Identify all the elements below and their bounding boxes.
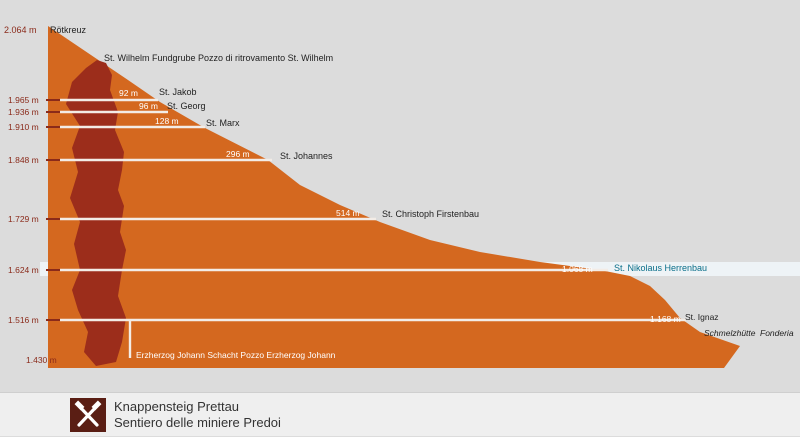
length-christoph: 514 m (336, 208, 360, 218)
top-name: Rötkreuz (50, 25, 87, 35)
name-christoph: St. Christoph Firstenbau (382, 209, 479, 219)
length-marx: 128 m (155, 116, 179, 126)
elevation-ignaz: 1.516 m (8, 315, 39, 325)
elevation-marx: 1.910 m (8, 122, 39, 132)
ore-core (66, 60, 126, 366)
elevation-bottom: 1.430 m (26, 355, 57, 365)
footer-title-it: Sentiero delle miniere Predoi (114, 415, 281, 430)
elevation-jakob: 1.965 m (8, 95, 39, 105)
length-ignaz: 1.168 m (650, 314, 681, 324)
logo (70, 398, 106, 432)
length-jakob: 92 m (119, 88, 138, 98)
smelter-it: Fonderia (760, 328, 794, 338)
length-johannes: 296 m (226, 149, 250, 159)
hammer-and-pick-icon (74, 400, 102, 427)
name-nikolaus: St. Nikolaus Herrenbau (614, 263, 707, 273)
fundgrube-label: St. Wilhelm Fundgrube Pozzo di ritrovame… (104, 53, 333, 63)
level-lines (60, 98, 686, 322)
elevation-christoph: 1.729 m (8, 214, 39, 224)
elevation-johannes: 1.848 m (8, 155, 39, 165)
elevation-nikolaus: 1.624 m (8, 265, 39, 275)
elevation-georg: 1.936 m (8, 107, 39, 117)
name-ignaz: St. Ignaz (685, 312, 719, 322)
shaft-label: Erzherzog Johann Schacht Pozzo Erzherzog… (136, 350, 336, 360)
name-georg: St. Georg (167, 101, 206, 111)
elevation-ticks (46, 99, 60, 321)
footer-title-de: Knappensteig Prettau (114, 399, 240, 414)
name-marx: St. Marx (206, 118, 240, 128)
length-georg: 96 m (139, 101, 158, 111)
mountain-profile (48, 26, 740, 368)
footer-bar (0, 392, 800, 436)
top-elevation: 2.064 m (4, 25, 37, 35)
name-jakob: St. Jakob (159, 87, 197, 97)
name-johannes: St. Johannes (280, 151, 333, 161)
smelter-de: Schmelzhütte (704, 328, 756, 338)
length-nikolaus: 1.068 m (562, 264, 593, 274)
